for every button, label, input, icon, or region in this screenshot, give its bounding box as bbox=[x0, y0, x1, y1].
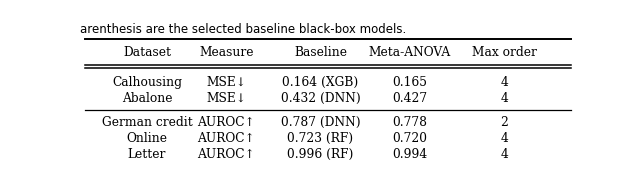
Text: 0.432 (DNN): 0.432 (DNN) bbox=[281, 92, 360, 105]
Text: 0.723 (RF): 0.723 (RF) bbox=[287, 132, 354, 145]
Text: Measure: Measure bbox=[199, 46, 253, 59]
Text: German credit: German credit bbox=[102, 116, 193, 129]
Text: Abalone: Abalone bbox=[122, 92, 172, 105]
Text: Letter: Letter bbox=[128, 148, 166, 161]
Text: 4: 4 bbox=[500, 148, 508, 161]
Text: 4: 4 bbox=[500, 76, 508, 89]
Text: AUROC↑: AUROC↑ bbox=[198, 132, 255, 145]
Text: AUROC↑: AUROC↑ bbox=[198, 116, 255, 129]
Text: 0.994: 0.994 bbox=[392, 148, 428, 161]
Text: AUROC↑: AUROC↑ bbox=[198, 148, 255, 161]
Text: 4: 4 bbox=[500, 132, 508, 145]
Text: 0.787 (DNN): 0.787 (DNN) bbox=[281, 116, 360, 129]
Text: 0.996 (RF): 0.996 (RF) bbox=[287, 148, 354, 161]
Text: 4: 4 bbox=[500, 92, 508, 105]
Text: 2: 2 bbox=[500, 116, 508, 129]
Text: Online: Online bbox=[127, 132, 168, 145]
Text: MSE↓: MSE↓ bbox=[206, 76, 246, 89]
Text: Dataset: Dataset bbox=[123, 46, 171, 59]
Text: 0.778: 0.778 bbox=[392, 116, 428, 129]
Text: 0.720: 0.720 bbox=[392, 132, 428, 145]
Text: Calhousing: Calhousing bbox=[112, 76, 182, 89]
Text: 0.165: 0.165 bbox=[392, 76, 428, 89]
Text: arenthesis are the selected baseline black-box models.: arenthesis are the selected baseline bla… bbox=[80, 23, 406, 36]
Text: Max order: Max order bbox=[472, 46, 536, 59]
Text: Baseline: Baseline bbox=[294, 46, 347, 59]
Text: 0.427: 0.427 bbox=[392, 92, 428, 105]
Text: MSE↓: MSE↓ bbox=[206, 92, 246, 105]
Text: 0.164 (XGB): 0.164 (XGB) bbox=[282, 76, 358, 89]
Text: Meta-ANOVA: Meta-ANOVA bbox=[369, 46, 451, 59]
